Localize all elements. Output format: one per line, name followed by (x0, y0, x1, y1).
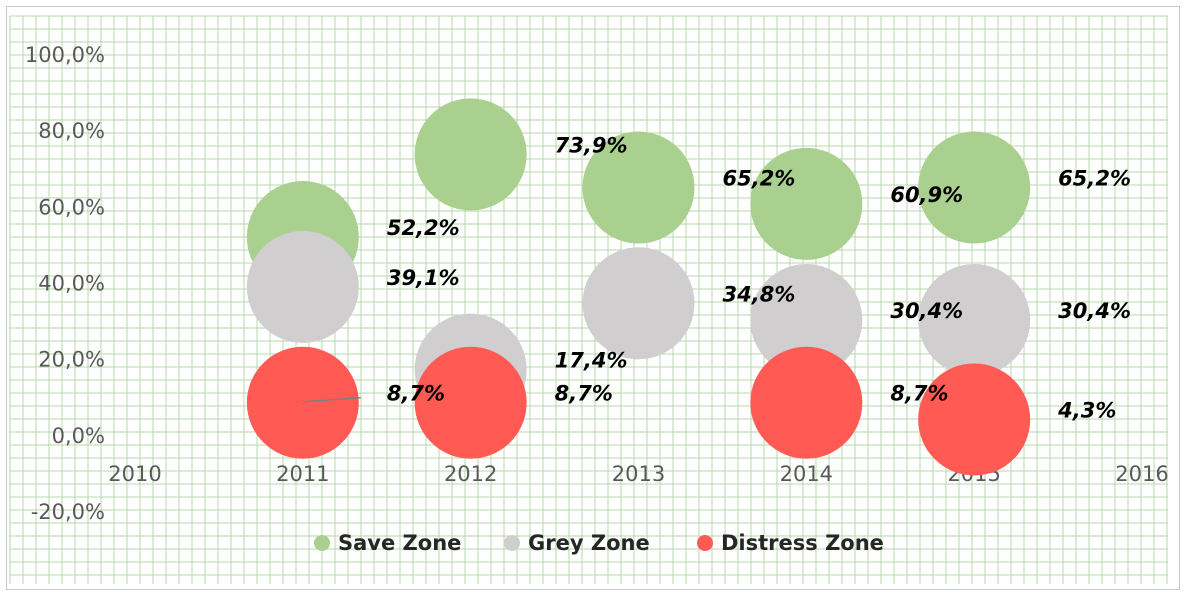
distress-zone-bubble (414, 346, 527, 459)
distress-zone-legend-label: Distress Zone (721, 531, 884, 555)
grey-zone-data-label: 17,4% (555, 349, 628, 373)
y-tick-label: -20,0% (31, 500, 105, 524)
save-zone-bubble (582, 131, 695, 244)
x-tick-label: 2013 (612, 462, 665, 486)
y-tick-label: 40,0% (38, 272, 105, 296)
save-zone-data-label: 52,2% (387, 216, 460, 240)
bubbles (246, 98, 1031, 476)
y-tick-label: 80,0% (38, 119, 105, 143)
grey-zone-data-label: 30,4% (1058, 299, 1131, 323)
y-tick-label: 60,0% (38, 195, 105, 219)
grey-zone-data-label: 39,1% (387, 266, 460, 290)
save-zone-data-label: 65,2% (723, 167, 796, 191)
x-tick-label: 2010 (108, 462, 161, 486)
distress-zone-bubble (918, 363, 1031, 476)
y-axis-ticks: -20,0% 0,0% 20,0% 40,0% 60,0% 80,0% 100,0% (25, 43, 105, 524)
save-zone-data-label: 60,9% (890, 183, 963, 207)
x-tick-label: 2012 (444, 462, 497, 486)
grey-zone-legend-marker (504, 535, 520, 551)
save-zone-legend-marker (314, 535, 330, 551)
x-tick-label: 2014 (780, 462, 833, 486)
y-tick-label: 100,0% (25, 43, 105, 67)
x-axis-ticks: 2010201120122013201420152016 (108, 462, 1168, 486)
distress-zone-legend-marker (697, 535, 713, 551)
grey-zone-data-label: 34,8% (723, 282, 796, 306)
save-zone-legend-label: Save Zone (338, 531, 461, 555)
save-zone-bubble (414, 98, 527, 211)
grey-zone-data-label: 30,4% (890, 299, 963, 323)
distress-zone-data-label: 8,7% (890, 382, 948, 406)
distress-zone-data-label: 8,7% (387, 382, 445, 406)
distress-zone-data-label: 4,3% (1057, 398, 1116, 422)
y-tick-label: 20,0% (38, 348, 105, 372)
legend: Save Zone Grey Zone Distress Zone (314, 531, 884, 555)
y-tick-label: 0,0% (52, 424, 105, 448)
save-zone-data-label: 65,2% (1058, 167, 1131, 191)
distress-zone-bubble (246, 346, 359, 459)
grey-zone-bubble (918, 264, 1031, 377)
distress-zone-bubble (750, 346, 863, 459)
x-tick-label: 2011 (276, 462, 329, 486)
distress-zone-data-label: 8,7% (555, 382, 613, 406)
data-label-leader-line (302, 396, 361, 403)
save-zone-bubble (750, 147, 863, 260)
grey-zone-bubble (246, 230, 359, 343)
data-labels: 52,2% 73,9% 65,2% 60,9% 65,2% 39,1% 17,4% 34,8%… (302, 133, 1131, 422)
x-tick-label: 2016 (1115, 462, 1168, 486)
grey-zone-bubble (750, 264, 863, 377)
grey-zone-legend-label: Grey Zone (528, 531, 650, 555)
grey-zone-bubble (582, 247, 695, 360)
save-zone-data-label: 73,9% (555, 133, 628, 157)
save-zone-bubble (918, 131, 1031, 244)
